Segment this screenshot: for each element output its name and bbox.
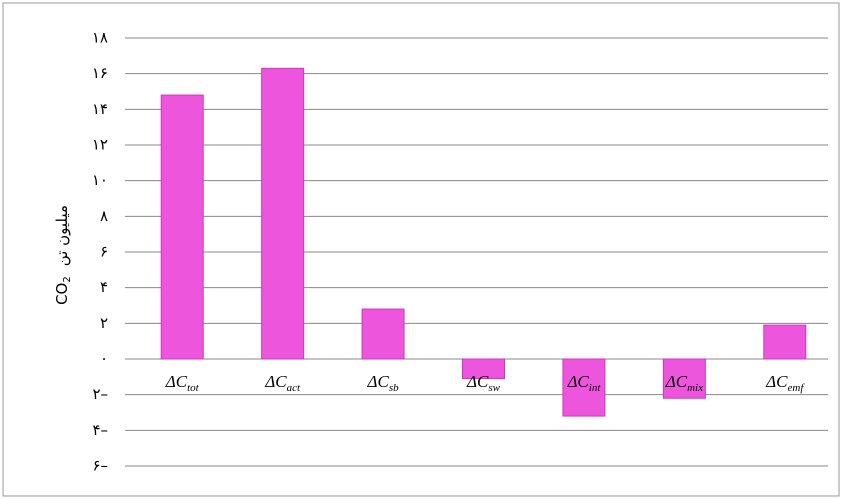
x-tick-label: ΔCsb bbox=[367, 372, 400, 394]
x-tick-label: ΔCemf bbox=[765, 372, 805, 394]
bar bbox=[160, 94, 204, 360]
y-tick-label: ۴– bbox=[92, 421, 108, 439]
x-tick-label: ΔCact bbox=[264, 372, 301, 394]
category-symbol: ΔC bbox=[665, 372, 688, 391]
category-subscript: act bbox=[287, 382, 301, 394]
y-tick-label: ۲ bbox=[100, 314, 108, 332]
category-subscript: tot bbox=[187, 382, 200, 394]
category-subscript: emf bbox=[788, 382, 806, 394]
y-tick-label: ۰ bbox=[100, 350, 108, 368]
y-tick-label: ۱۴ bbox=[92, 100, 108, 118]
y-tick-label: ۱۶ bbox=[92, 64, 108, 82]
category-subscript: sw bbox=[488, 382, 500, 394]
category-symbol: ΔC bbox=[566, 372, 589, 391]
bar bbox=[763, 324, 807, 360]
bar bbox=[462, 358, 505, 380]
category-symbol: ΔC bbox=[765, 372, 788, 391]
y-tick-label: ۱۸ bbox=[92, 29, 108, 47]
y-label-unit: میلیون تن bbox=[53, 205, 71, 266]
y-axis-label: CO2 میلیون تن bbox=[53, 205, 74, 305]
x-tick-label: ΔCint bbox=[566, 372, 601, 394]
y-tick-label: ۴ bbox=[100, 278, 108, 296]
y-tick-label: ۲– bbox=[92, 385, 108, 403]
y-label-subscript: 2 bbox=[62, 276, 73, 282]
bar bbox=[662, 358, 706, 399]
x-tick-label: ΔCsw bbox=[466, 372, 501, 394]
bar bbox=[361, 308, 405, 360]
y-tick-label: ۱۲ bbox=[92, 136, 108, 154]
x-tick-label: ΔCmix bbox=[665, 372, 703, 394]
y-tick-label: ۸ bbox=[100, 207, 108, 225]
category-symbol: ΔC bbox=[165, 372, 188, 391]
category-subscript: mix bbox=[687, 382, 703, 394]
category-symbol: ΔC bbox=[367, 372, 390, 391]
x-tick-label: ΔCtot bbox=[165, 372, 200, 394]
y-tick-label: ۶– bbox=[92, 457, 108, 475]
category-symbol: ΔC bbox=[466, 372, 489, 391]
category-subscript: sb bbox=[389, 382, 399, 394]
bar bbox=[261, 67, 305, 360]
y-tick-label: ۱۰ bbox=[92, 171, 108, 189]
y-tick-label: ۶ bbox=[100, 243, 108, 261]
y-label-gas: CO bbox=[53, 283, 71, 305]
category-subscript: int bbox=[589, 382, 602, 394]
category-symbol: ΔC bbox=[264, 372, 287, 391]
bar bbox=[562, 358, 606, 417]
